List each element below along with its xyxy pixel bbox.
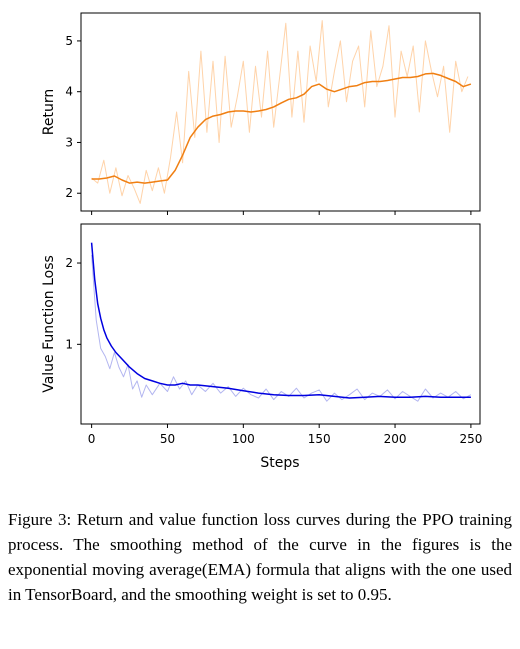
value-loss-xtick-label: 0	[88, 432, 96, 446]
value-loss-chart-frame	[80, 223, 481, 425]
return-chart-frame	[80, 12, 481, 212]
value-loss-xtick-label: 200	[384, 432, 407, 446]
value-loss-xtick-label: 100	[232, 432, 255, 446]
value-loss-chart: 0 50 100 150 200 250 1 2 Value Function Loss St…	[41, 223, 482, 471]
steps-xlabel: Steps	[260, 455, 299, 471]
return-chart: 2 3 4 5 Return	[41, 12, 481, 215]
return-ylabel: Return	[41, 89, 57, 135]
value-loss-xtick-label: 50	[160, 432, 175, 446]
return-ytick-label: 2	[65, 186, 73, 200]
figure-caption: Figure 3: Return and value function loss…	[8, 510, 512, 604]
return-raw-line	[91, 20, 469, 204]
value-loss-raw-line	[91, 254, 472, 402]
value-loss-xtick-label: 250	[459, 432, 482, 446]
return-smoothed-line	[91, 72, 472, 184]
return-ytick-label: 3	[65, 135, 73, 149]
value-loss-smoothed-line	[90, 242, 471, 399]
return-ytick-label: 4	[65, 85, 73, 99]
figure: 2 3 4 5 Return 0 50 100 150 200 250 1 2 Value Func…	[41, 12, 482, 471]
return-ytick-label: 5	[65, 34, 73, 48]
value-loss-xtick-label: 150	[308, 432, 331, 446]
value-loss-ylabel: Value Function Loss	[41, 255, 57, 393]
value-loss-ytick-label: 1	[65, 337, 73, 351]
value-loss-ytick-label: 2	[65, 256, 73, 270]
